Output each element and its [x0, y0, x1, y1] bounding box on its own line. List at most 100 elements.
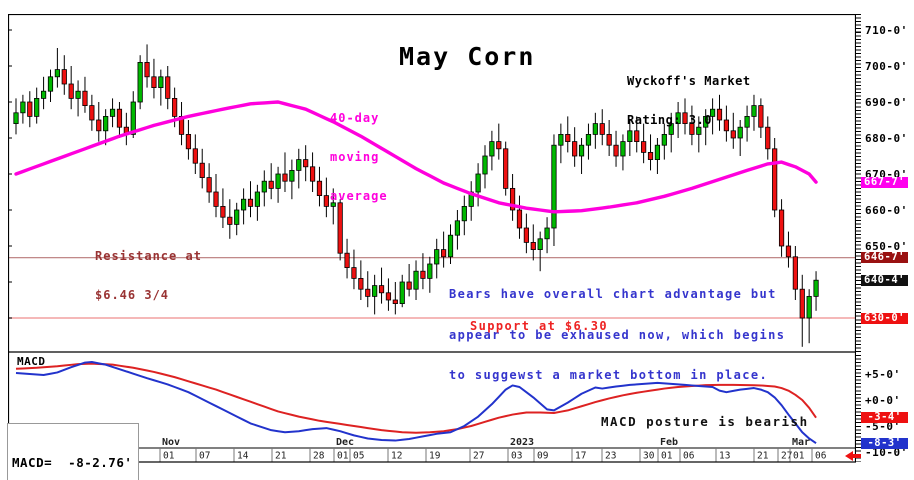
date-tick-label: 01	[163, 451, 175, 462]
axis-label: 650-0'	[865, 240, 908, 253]
candle-up	[47, 76, 54, 92]
candle-up	[20, 101, 26, 114]
candle-down	[509, 187, 516, 211]
date-tick-label: 21	[275, 451, 287, 462]
candle-up	[737, 126, 743, 139]
date-tick-label: 19	[429, 451, 441, 462]
price-badge: -8-3'	[861, 437, 908, 449]
candle-up	[751, 105, 757, 117]
candle-down	[365, 288, 371, 297]
candle-up	[551, 144, 557, 229]
axis-label: -5-0'	[865, 420, 901, 433]
chart-title: May Corn	[399, 42, 536, 71]
candle-up	[558, 134, 564, 146]
macd-signal-line	[15, 362, 817, 434]
candle-up	[109, 108, 116, 117]
candle-up	[296, 159, 302, 171]
candle-down	[337, 202, 343, 254]
candle-up	[261, 180, 267, 193]
candle-up	[654, 144, 661, 160]
candle-down	[247, 198, 254, 207]
candle-up	[427, 263, 433, 279]
date-tick-label: 05	[353, 451, 364, 462]
candle-down	[765, 126, 771, 150]
candle-up	[744, 116, 750, 128]
candle-up	[289, 169, 295, 182]
candle-down	[778, 209, 785, 247]
axis-label: 680-0'	[865, 132, 908, 145]
candle-down	[758, 105, 764, 128]
candle-up	[130, 101, 136, 135]
date-tick-label: 30	[643, 451, 655, 462]
candle-up	[434, 249, 440, 265]
candle-up	[578, 144, 585, 157]
candle-down	[634, 130, 640, 143]
candle-down	[530, 241, 536, 250]
date-tick-label: 14	[237, 451, 249, 462]
axis-label: 700-0'	[865, 60, 908, 73]
ma40-line	[14, 100, 818, 214]
date-tick-label: 06	[815, 451, 827, 462]
wyckoff-rating-line2: Rating: 3.0	[627, 113, 712, 127]
candle-down	[344, 252, 350, 268]
month-label: Feb	[660, 437, 678, 448]
candle-down	[165, 76, 171, 99]
bears-annotation: Bears have overall chart advantage but a…	[449, 287, 786, 382]
candle-up	[475, 173, 481, 193]
candle-down	[316, 180, 323, 196]
candle-down	[89, 105, 95, 121]
price-badge: 667-7'	[861, 176, 908, 188]
candle-down	[116, 108, 123, 128]
price-badge: 630-0'	[861, 312, 908, 324]
month-label: Mar	[792, 437, 810, 448]
candle-down	[172, 98, 178, 117]
candle-down	[613, 144, 619, 157]
candle-down	[323, 195, 329, 207]
ma40-annotation: 40-day moving average	[330, 111, 388, 203]
candle-down	[303, 159, 309, 168]
support-annotation: Support at $6.30	[470, 319, 608, 333]
date-tick-label: 01	[661, 451, 673, 462]
macd-value-box: MACD= -8-2.76' MACDA= -3-4.09'	[7, 423, 140, 480]
candle-up	[813, 279, 819, 297]
candle-down	[378, 285, 385, 294]
candle-down	[178, 116, 185, 135]
price-badge: -3-4'	[861, 412, 908, 424]
candle-down	[206, 177, 212, 193]
candle-down	[647, 151, 654, 160]
candle-down	[716, 108, 723, 121]
candle-down	[682, 112, 688, 125]
axis-label: 660-0'	[865, 204, 908, 217]
candle-up	[137, 62, 143, 103]
candle-up	[413, 270, 419, 290]
price-badge: 646-7'	[861, 252, 908, 264]
candle-down	[441, 249, 447, 258]
candle-down	[351, 267, 357, 279]
candle-up	[372, 285, 378, 297]
candle-down	[772, 148, 778, 211]
candle-down	[358, 277, 364, 290]
resistance-annotation: Resistance at $6.46 3/4	[95, 249, 202, 302]
macd-line	[15, 361, 817, 444]
candle-up	[330, 202, 336, 207]
candle-up	[668, 123, 674, 135]
candle-up	[592, 123, 598, 135]
candle-down	[82, 90, 88, 106]
candle-down	[220, 205, 226, 218]
candle-down	[799, 288, 805, 319]
month-label: Nov	[162, 437, 180, 448]
candle-up	[399, 281, 405, 305]
candle-up	[75, 90, 81, 99]
candle-down	[641, 141, 647, 153]
candle-down	[599, 123, 605, 135]
candle-up	[620, 141, 626, 157]
candle-up	[696, 126, 702, 135]
candle-down	[496, 141, 502, 150]
candle-up	[13, 112, 19, 125]
candle-down	[565, 134, 571, 143]
candle-down	[385, 292, 392, 301]
axis-label: 710-0'	[865, 24, 908, 37]
candle-down	[516, 209, 523, 229]
date-tick-label: 13	[719, 451, 730, 462]
